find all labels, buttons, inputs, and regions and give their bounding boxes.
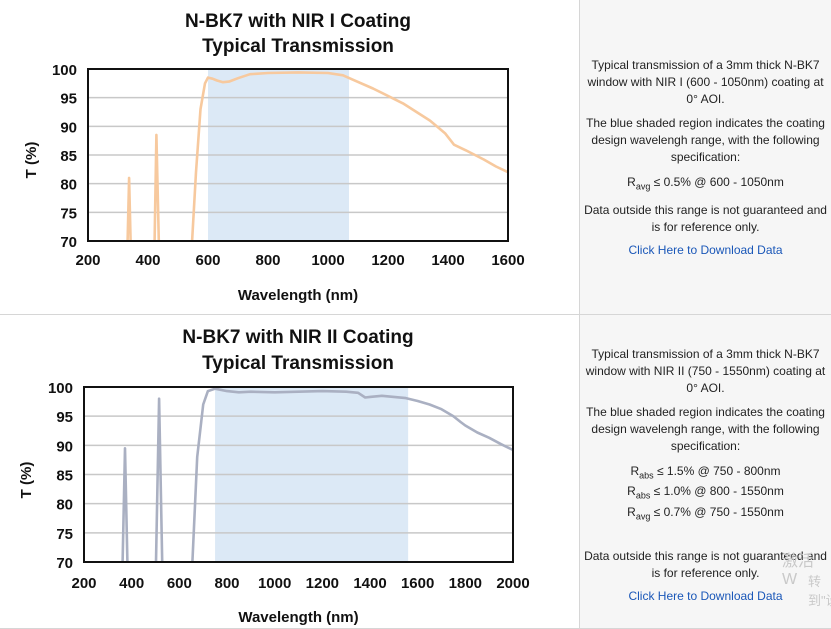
y-tick-label: 85 — [56, 468, 73, 485]
description-paragraph: Typical transmission of a 3mm thick N-BK… — [587, 58, 824, 106]
spec-subscript: abs — [635, 490, 651, 501]
spec-symbol: R — [627, 484, 636, 499]
chart-nir1: N-BK7 with NIR I Coating Typical Transmis… — [23, 11, 525, 304]
y-tick-label: 70 — [56, 555, 73, 572]
chart-nir2: N-BK7 with NIR II Coating Typical Transmi… — [18, 327, 530, 626]
series-line — [153, 133, 161, 242]
spec-subscript: avg — [635, 181, 651, 192]
series-line — [191, 387, 514, 563]
x-tick-label: 800 — [214, 575, 239, 592]
x-tick-label: 1200 — [306, 575, 339, 592]
spec-line: Ravg ≤ 0.5% @ 600 - 1050nm — [580, 174, 831, 194]
x-tick-label: 400 — [135, 252, 160, 269]
chart-subtitle: Typical Transmission — [202, 36, 394, 57]
x-tick-label: 600 — [195, 252, 220, 269]
series-line — [121, 447, 129, 563]
x-tick-label: 1800 — [449, 575, 482, 592]
y-tick-label: 80 — [60, 177, 77, 194]
x-tick-label: 1600 — [491, 252, 524, 269]
chart-row-nir2: N-BK7 with NIR II Coating Typical Transmi… — [0, 315, 831, 629]
x-tick-label: 1200 — [371, 252, 404, 269]
spec-value: ≤ 1.5% @ 750 - 800nm — [653, 464, 781, 478]
x-tick-label: 1400 — [353, 575, 386, 592]
spec-line: Rabs ≤ 1.5% @ 750 - 800nm — [580, 463, 831, 483]
y-tick-label: 80 — [56, 497, 73, 514]
x-tick-label: 1400 — [431, 252, 464, 269]
y-axis-label: T (%) — [18, 462, 35, 499]
plot-frame — [83, 386, 514, 563]
description-paragraph: Typical transmission of a 3mm thick N-BK… — [585, 347, 826, 395]
description-paragraph: The blue shaded region indicates the coa… — [586, 405, 825, 453]
description-text-nir2: Typical transmission of a 3mm thick N-BK… — [580, 346, 831, 605]
y-tick-label: 75 — [56, 526, 73, 543]
spec-symbol: R — [627, 504, 636, 519]
chart-cell-nir1: N-BK7 with NIR I Coating Typical Transmis… — [0, 0, 580, 314]
x-tick-label: 1000 — [311, 252, 344, 269]
watermark-text: 转到"设 — [808, 574, 831, 608]
series-line — [190, 71, 509, 242]
x-axis-label: Wavelength (nm) — [238, 287, 358, 304]
y-tick-label: 95 — [60, 91, 77, 108]
y-tick-label: 70 — [60, 234, 77, 251]
x-tick-label: 800 — [255, 252, 280, 269]
chart-title: N-BK7 with NIR II Coating — [182, 327, 413, 348]
description-paragraph: The blue shaded region indicates the coa… — [586, 116, 825, 164]
y-tick-label: 95 — [56, 409, 73, 426]
spec-subscript: avg — [635, 511, 651, 522]
x-tick-label: 400 — [119, 575, 144, 592]
x-tick-label: 600 — [167, 575, 192, 592]
description-paragraph: Data outside this range is not guarantee… — [584, 549, 827, 581]
spec-symbol: R — [630, 464, 640, 478]
watermark-text: 激活 W — [782, 553, 815, 588]
chart-cell-nir2: N-BK7 with NIR II Coating Typical Transmi… — [0, 315, 580, 628]
download-data-link[interactable]: Click Here to Download Data — [628, 589, 783, 604]
y-tick-label: 90 — [60, 119, 77, 136]
description-panel-nir1: Typical transmission of a 3mm thick N-BK… — [580, 0, 831, 314]
spec-value: ≤ 0.7% @ 750 - 1550nm — [650, 504, 784, 519]
y-tick-label: 100 — [52, 62, 77, 79]
chart-row-nir1: N-BK7 with NIR I Coating Typical Transmis… — [0, 0, 831, 315]
series-line — [126, 176, 132, 242]
description-text-nir1: Typical transmission of a 3mm thick N-BK… — [580, 57, 831, 259]
x-tick-label: 2000 — [496, 575, 529, 592]
download-data-link[interactable]: Click Here to Download Data — [628, 243, 783, 258]
y-tick-label: 100 — [48, 380, 73, 397]
chart-title: N-BK7 with NIR I Coating — [185, 11, 411, 32]
x-tick-label: 1600 — [401, 575, 434, 592]
x-tick-label: 200 — [71, 575, 96, 592]
spec-value: ≤ 1.0% @ 800 - 1550nm — [650, 484, 784, 499]
series-line — [154, 397, 164, 563]
spec-subscript: abs — [639, 470, 654, 481]
spec-line: Ravg ≤ 0.7% @ 750 - 1550nm — [580, 504, 831, 524]
x-tick-label: 200 — [75, 252, 100, 269]
description-panel-nir2: Typical transmission of a 3mm thick N-BK… — [580, 315, 831, 628]
description-paragraph: Data outside this range is not guarantee… — [584, 203, 827, 235]
y-tick-label: 90 — [56, 438, 73, 455]
plot-frame — [87, 68, 509, 242]
spec-value: ≤ 0.5% @ 600 - 1050nm — [650, 175, 784, 189]
spec-symbol: R — [627, 175, 636, 189]
x-axis-label: Wavelength (nm) — [238, 609, 358, 626]
chart-subtitle: Typical Transmission — [202, 353, 394, 374]
y-axis-label: T (%) — [23, 142, 40, 179]
y-tick-label: 85 — [60, 148, 77, 165]
y-tick-label: 75 — [60, 205, 77, 222]
x-tick-label: 1000 — [258, 575, 291, 592]
spec-line: Rabs ≤ 1.0% @ 800 - 1550nm — [580, 483, 831, 503]
